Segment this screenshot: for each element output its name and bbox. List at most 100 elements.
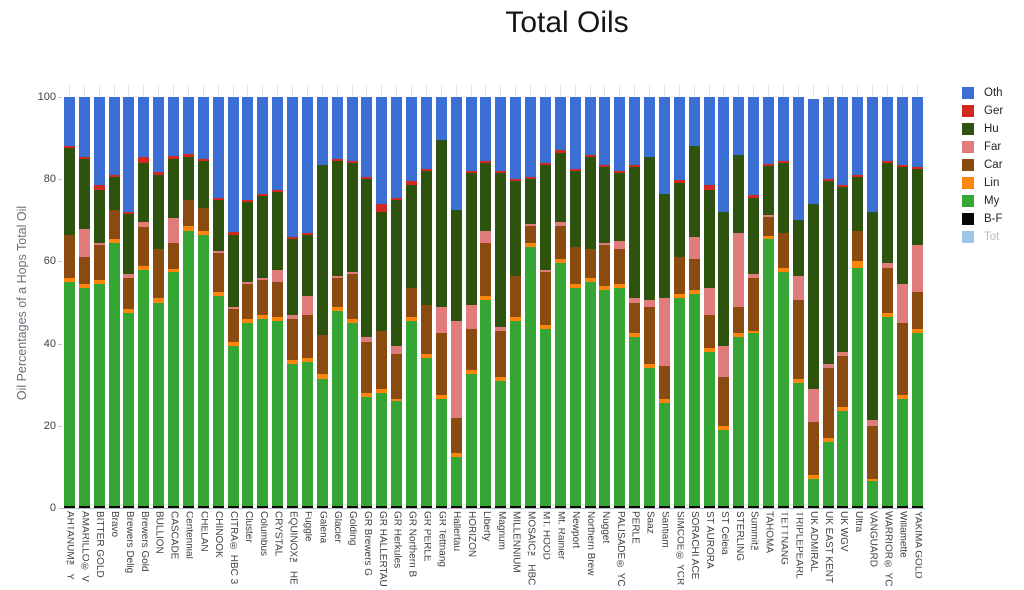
bar-segment-my[interactable] <box>361 397 373 506</box>
bar-segment-ger[interactable] <box>748 194 760 198</box>
bar-segment-lin[interactable] <box>242 318 254 324</box>
bar-segment-b-f[interactable] <box>510 505 522 508</box>
bar-segment-oth[interactable] <box>153 97 165 173</box>
bar-segment-oth[interactable] <box>301 97 313 233</box>
stacked-bar[interactable] <box>822 97 834 508</box>
bar-segment-hu[interactable] <box>153 175 165 250</box>
bar-segment-ger[interactable] <box>108 175 120 178</box>
bar-segment-b-f[interactable] <box>658 505 670 508</box>
bar-segment-ger[interactable] <box>614 171 626 174</box>
bar-segment-far[interactable] <box>272 269 284 282</box>
bar-segment-lin[interactable] <box>673 294 685 299</box>
bar-segment-far[interactable] <box>554 222 566 227</box>
bar-segment-far[interactable] <box>614 240 626 250</box>
bar-segment-car[interactable] <box>153 249 165 299</box>
bar-segment-car[interactable] <box>123 277 135 309</box>
bar-segment-b-f[interactable] <box>212 505 224 508</box>
stacked-bar[interactable] <box>138 97 150 508</box>
bar-segment-car[interactable] <box>644 306 656 365</box>
legend-swatch-icon[interactable] <box>962 195 974 207</box>
bar-segment-oth[interactable] <box>480 97 492 161</box>
bar-segment-hu[interactable] <box>673 183 685 258</box>
bar-segment-ger[interactable] <box>480 160 492 163</box>
bar-segment-my[interactable] <box>108 242 120 506</box>
bar-segment-oth[interactable] <box>123 97 135 213</box>
bar-segment-b-f[interactable] <box>197 505 209 508</box>
stacked-bar[interactable] <box>525 97 537 508</box>
stacked-bar[interactable] <box>599 97 611 508</box>
bar-segment-b-f[interactable] <box>688 505 700 508</box>
bar-segment-b-f[interactable] <box>748 505 760 508</box>
bar-segment-far[interactable] <box>539 269 551 272</box>
bar-segment-oth[interactable] <box>495 97 507 172</box>
bar-segment-hu[interactable] <box>554 152 566 223</box>
bar-segment-car[interactable] <box>197 208 209 231</box>
bar-segment-my[interactable] <box>153 302 165 506</box>
bar-segment-ger[interactable] <box>852 175 864 178</box>
bar-segment-car[interactable] <box>539 271 551 326</box>
bar-segment-hu[interactable] <box>763 166 775 216</box>
bar-segment-hu[interactable] <box>391 199 403 346</box>
bar-segment-lin[interactable] <box>807 475 819 480</box>
bar-segment-oth[interactable] <box>777 97 789 161</box>
bar-segment-far[interactable] <box>435 306 447 334</box>
bar-segment-car[interactable] <box>852 230 864 262</box>
bar-segment-my[interactable] <box>257 318 269 506</box>
bar-segment-ger[interactable] <box>242 199 254 202</box>
bar-segment-hu[interactable] <box>93 189 105 243</box>
bar-segment-my[interactable] <box>168 271 180 506</box>
bar-segment-far[interactable] <box>391 345 403 354</box>
bar-segment-oth[interactable] <box>584 97 596 155</box>
stacked-bar[interactable] <box>629 97 641 508</box>
bar-segment-b-f[interactable] <box>673 505 685 508</box>
legend-item-oth[interactable]: Oth <box>962 84 1024 102</box>
stacked-bar[interactable] <box>554 97 566 508</box>
bar-segment-hu[interactable] <box>748 197 760 274</box>
bar-segment-car[interactable] <box>316 335 328 375</box>
bar-segment-lin[interactable] <box>435 394 447 400</box>
bar-segment-car[interactable] <box>584 249 596 278</box>
bar-segment-far[interactable] <box>748 273 760 278</box>
bar-segment-ger[interactable] <box>599 164 611 167</box>
bar-segment-b-f[interactable] <box>644 505 656 508</box>
bar-segment-car[interactable] <box>629 302 641 334</box>
bar-segment-hu[interactable] <box>896 166 908 285</box>
bar-segment-my[interactable] <box>688 294 700 506</box>
bar-segment-b-f[interactable] <box>123 505 135 508</box>
bar-segment-far[interactable] <box>599 242 611 245</box>
bar-segment-my[interactable] <box>465 374 477 506</box>
stacked-bar[interactable] <box>346 97 358 508</box>
bar-segment-b-f[interactable] <box>703 505 715 508</box>
bar-segment-lin[interactable] <box>420 353 432 358</box>
bar-segment-my[interactable] <box>569 288 581 506</box>
bar-segment-b-f[interactable] <box>391 505 403 508</box>
bar-segment-b-f[interactable] <box>272 505 284 508</box>
bar-segment-ger[interactable] <box>525 177 537 180</box>
bar-segment-ger[interactable] <box>376 203 388 213</box>
bar-segment-hu[interactable] <box>168 158 180 219</box>
bar-segment-car[interactable] <box>882 267 894 313</box>
bar-segment-hu[interactable] <box>569 171 581 248</box>
bar-segment-ger[interactable] <box>584 154 596 157</box>
bar-segment-far[interactable] <box>93 242 105 245</box>
bar-segment-b-f[interactable] <box>480 505 492 508</box>
bar-segment-oth[interactable] <box>331 97 343 159</box>
legend-swatch-icon[interactable] <box>962 213 974 225</box>
bar-segment-hu[interactable] <box>227 234 239 307</box>
bar-segment-ger[interactable] <box>272 189 284 192</box>
bar-segment-oth[interactable] <box>882 97 894 161</box>
bar-segment-oth[interactable] <box>599 97 611 165</box>
bar-segment-far[interactable] <box>78 228 90 258</box>
bar-segment-hu[interactable] <box>644 156 656 301</box>
bar-segment-oth[interactable] <box>629 97 641 165</box>
stacked-bar[interactable] <box>882 97 894 508</box>
bar-segment-hu[interactable] <box>911 168 923 245</box>
bar-segment-ger[interactable] <box>138 156 150 163</box>
stacked-bar[interactable] <box>867 97 879 508</box>
bar-segment-lin[interactable] <box>614 284 626 289</box>
stacked-bar[interactable] <box>658 97 670 508</box>
bar-segment-far[interactable] <box>138 222 150 227</box>
bar-segment-oth[interactable] <box>361 97 373 178</box>
bar-segment-far[interactable] <box>346 271 358 274</box>
bar-segment-lin[interactable] <box>361 392 373 398</box>
